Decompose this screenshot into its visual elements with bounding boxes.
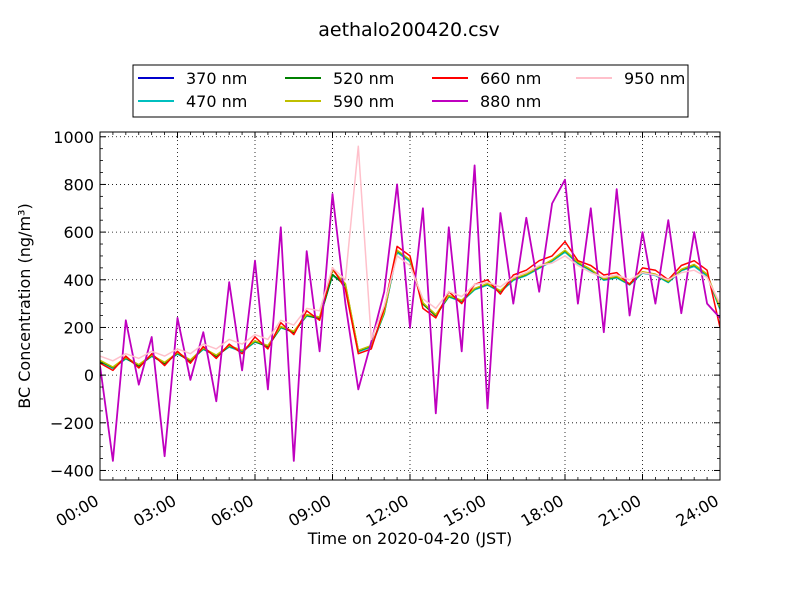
legend-label-520-nm: 520 nm [333, 69, 394, 88]
y-tick-label: 200 [63, 318, 94, 337]
legend: 370 nm 470 nm 520 nm 590 nm 660 nm 880 nm 950 … [132, 64, 689, 118]
y-axis-label: BC Concentration (ng/m³) [15, 203, 34, 408]
y-tick-label: 800 [63, 175, 94, 194]
legend-box [132, 64, 689, 118]
y-tick-label: 600 [63, 223, 94, 242]
y-tick-label: −400 [50, 461, 94, 480]
y-tick-label: −200 [50, 414, 94, 433]
y-tick-label: 1000 [53, 128, 94, 147]
series-group [100, 145, 720, 462]
series-line-660-nm [100, 240, 720, 372]
series-layer [100, 145, 720, 462]
x-axis-label: Time on 2020-04-20 (JST) [307, 529, 512, 548]
chart-title: aethalo200420.csv [318, 19, 500, 41]
grid [99, 132, 721, 480]
series-line-590-nm [100, 249, 720, 368]
y-tick-label: 0 [84, 366, 94, 385]
legend-label-950-nm: 950 nm [624, 69, 685, 88]
y-axis: −400 −200 0 200 400 600 800 1000 [50, 128, 720, 480]
series-line-950-nm [100, 145, 720, 362]
legend-label-590-nm: 590 nm [333, 92, 394, 111]
y-tick-label: 400 [63, 271, 94, 290]
series-line-880-nm [100, 164, 720, 462]
legend-label-370-nm: 370 nm [186, 69, 247, 88]
legend-label-470-nm: 470 nm [186, 92, 247, 111]
legend-label-660-nm: 660 nm [480, 69, 541, 88]
legend-label-880-nm: 880 nm [480, 92, 541, 111]
